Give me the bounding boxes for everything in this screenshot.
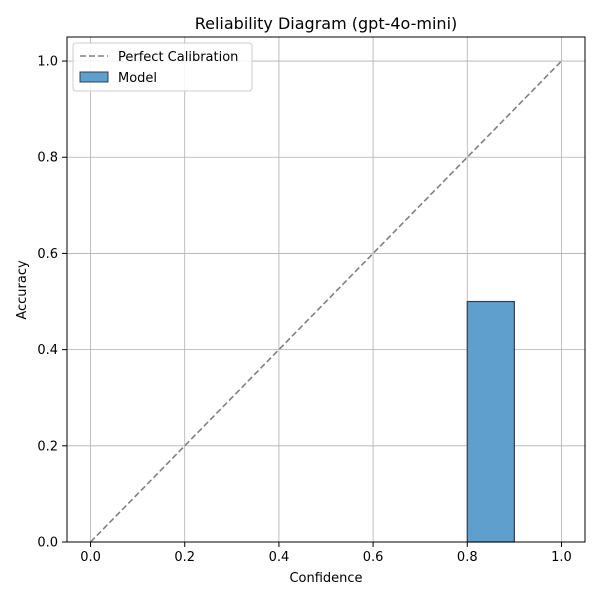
plot-frame — [66, 36, 586, 543]
x-axis-label: Confidence — [289, 571, 362, 586]
legend-box — [72, 42, 253, 92]
x-tick-label: 0.6 — [363, 550, 384, 565]
perfect-calibration-line — [89, 60, 563, 543]
x-tick-label: 0.4 — [269, 550, 290, 565]
axis-ticks: 0.0 0.2 0.4 0.6 0.8 1.0 0.0 0.2 0.4 0.6 0.8 1.0 — [37, 55, 571, 565]
x-tick-label: 1.0 — [551, 550, 572, 565]
x-tick-label: 0.8 — [457, 550, 478, 565]
x-tick-label: 0.0 — [80, 550, 101, 565]
bars — [466, 300, 515, 543]
chart-title: Reliability Diagram (gpt-4o-mini) — [195, 14, 458, 33]
y-tick-label: 0.8 — [37, 151, 58, 166]
y-axis-label: Accuracy — [15, 260, 30, 320]
x-tick-label: 0.2 — [174, 550, 195, 565]
y-tick-label: 0.6 — [37, 247, 58, 262]
legend-model-swatch — [79, 71, 109, 83]
legend: Perfect Calibration Model — [72, 42, 253, 92]
y-tick-label: 1.0 — [37, 55, 58, 70]
y-tick-label: 0.4 — [37, 343, 58, 358]
y-tick-label: 0.0 — [37, 536, 58, 551]
reference-line-layer — [89, 60, 563, 543]
legend-label-model: Model — [118, 71, 157, 86]
legend-label-perfect-calibration: Perfect Calibration — [118, 50, 238, 65]
y-tick-label: 0.2 — [37, 439, 58, 454]
model-bar — [466, 300, 515, 543]
